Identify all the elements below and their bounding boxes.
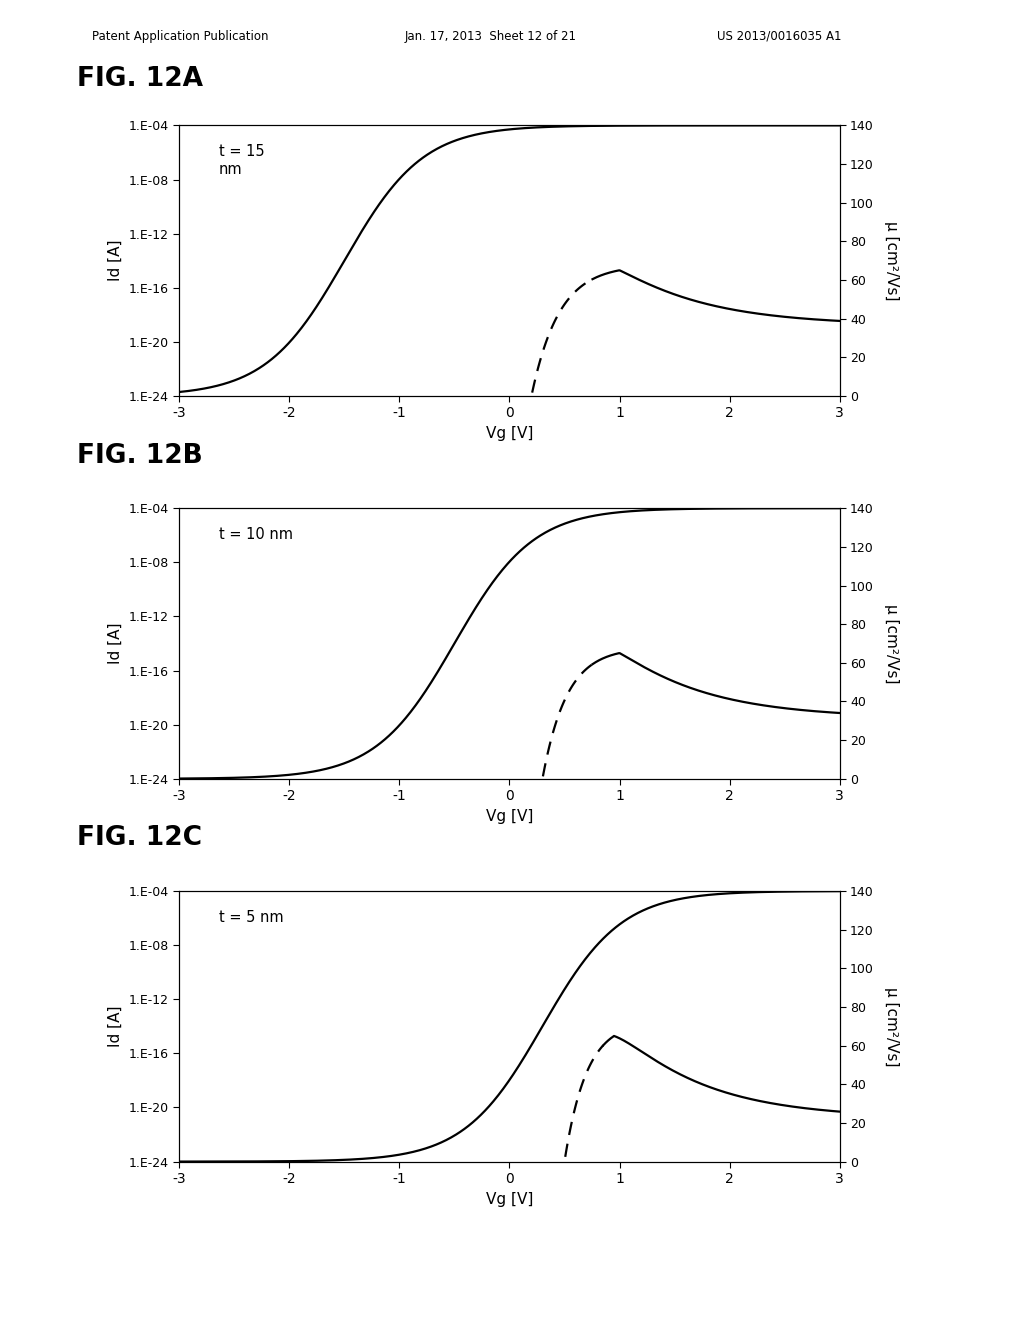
Text: t = 10 nm: t = 10 nm (219, 527, 293, 543)
Y-axis label: Id [A]: Id [A] (108, 623, 123, 664)
Y-axis label: μ [cm²/Vs]: μ [cm²/Vs] (884, 220, 899, 301)
Text: t = 15
nm: t = 15 nm (219, 144, 264, 177)
Text: FIG. 12A: FIG. 12A (77, 66, 203, 92)
Y-axis label: μ [cm²/Vs]: μ [cm²/Vs] (884, 603, 899, 684)
Text: FIG. 12B: FIG. 12B (77, 442, 203, 469)
Text: FIG. 12C: FIG. 12C (77, 825, 202, 851)
Text: t = 5 nm: t = 5 nm (219, 909, 284, 925)
Y-axis label: Id [A]: Id [A] (108, 240, 123, 281)
Text: Jan. 17, 2013  Sheet 12 of 21: Jan. 17, 2013 Sheet 12 of 21 (404, 29, 577, 42)
Y-axis label: μ [cm²/Vs]: μ [cm²/Vs] (884, 986, 899, 1067)
X-axis label: Vg [V]: Vg [V] (485, 809, 534, 824)
Text: US 2013/0016035 A1: US 2013/0016035 A1 (717, 29, 842, 42)
X-axis label: Vg [V]: Vg [V] (485, 1192, 534, 1206)
X-axis label: Vg [V]: Vg [V] (485, 426, 534, 441)
Y-axis label: Id [A]: Id [A] (108, 1006, 123, 1047)
Text: Patent Application Publication: Patent Application Publication (92, 29, 268, 42)
